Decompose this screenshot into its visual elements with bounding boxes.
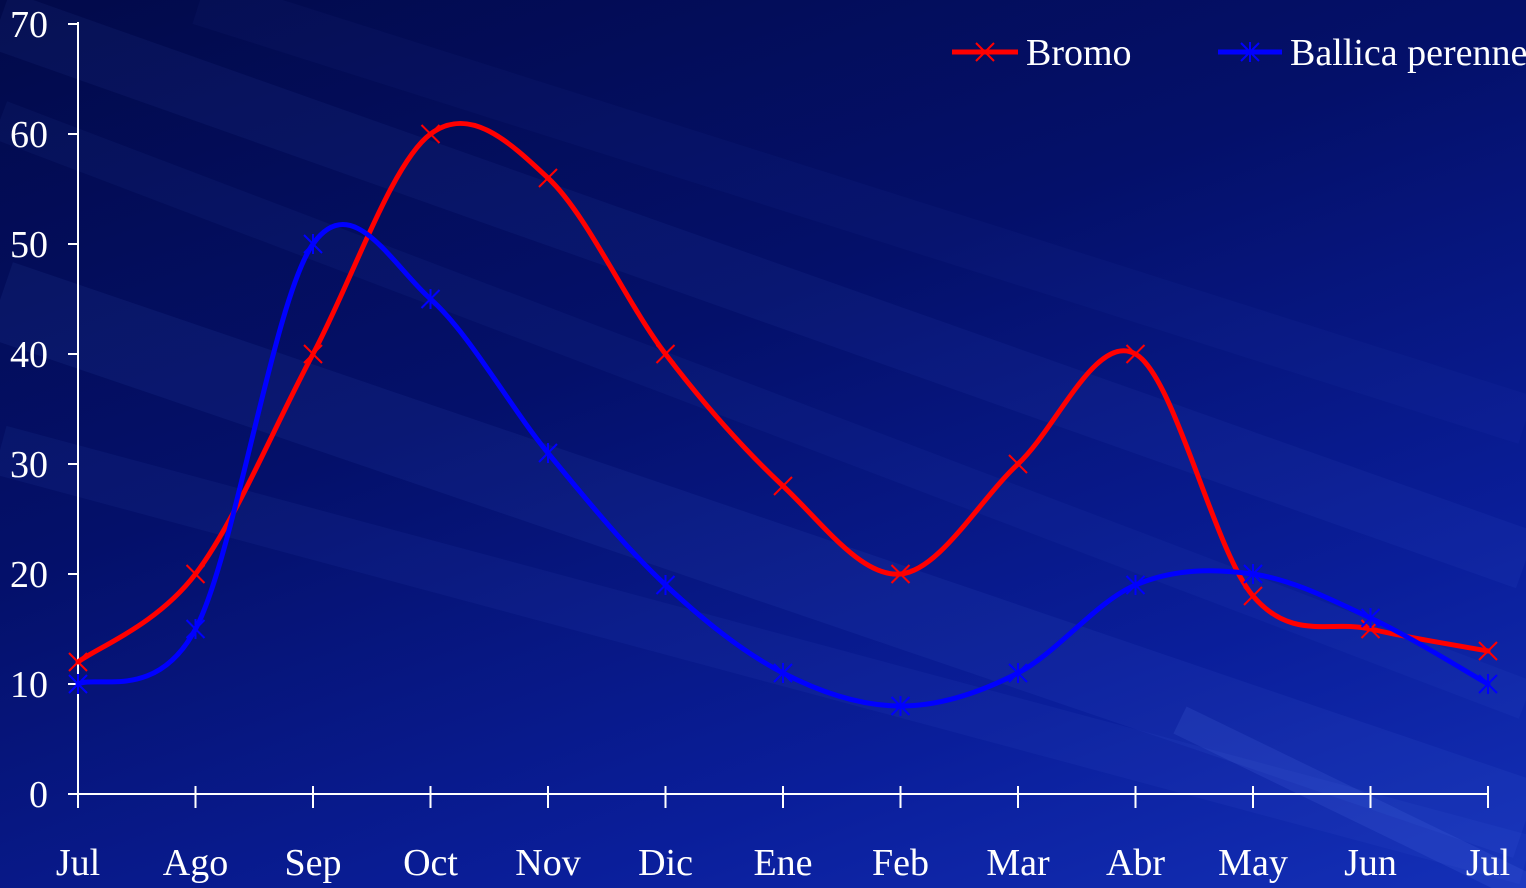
y-tick-label: 40 [10, 334, 48, 376]
background-streak [192, 0, 1526, 444]
data-point-bromo [890, 564, 911, 584]
x-tick-label: Dic [638, 842, 693, 884]
x-tick-label: Feb [872, 842, 929, 884]
y-tick-label: 20 [10, 554, 48, 596]
data-point-bromo [185, 564, 206, 584]
y-tick-label: 30 [10, 444, 48, 486]
data-point-bromo [1478, 641, 1498, 661]
data-point-bromo [773, 476, 793, 496]
y-tick-label: 60 [10, 114, 48, 156]
x-tick-label: Jul [1466, 842, 1510, 884]
x-tick-label: Mar [986, 842, 1050, 884]
y-tick-label: 70 [10, 4, 48, 46]
legend-item-ballica-perenne: Ballica perenne [1218, 32, 1526, 74]
y-tick-label: 50 [10, 224, 48, 266]
data-point-bromo [68, 652, 88, 672]
background-streak [1173, 706, 1526, 888]
legend-label: Bromo [1026, 32, 1132, 74]
x-tick-label: Abr [1106, 842, 1165, 884]
background-streak [0, 0, 1526, 589]
legend: Bromo Ballica perenne [952, 32, 1526, 74]
y-tick-label: 10 [10, 664, 48, 706]
series-bromo [68, 120, 1498, 672]
x-tick-label: Jul [56, 842, 100, 884]
background-streak [0, 101, 1526, 719]
data-point-bromo [420, 124, 441, 144]
x-tick-label: Jun [1344, 842, 1397, 884]
background-streak [0, 425, 1526, 885]
y-tick-label: 0 [29, 774, 48, 816]
data-point-bromo [1243, 586, 1263, 606]
legend-item-bromo: Bromo [952, 32, 1132, 74]
x-tick-label: Sep [285, 842, 342, 884]
axes: 0 10 20 30 40 50 60 70 Jul Ago Sep Oct Nov Dic Ene Feb M… [10, 4, 1510, 884]
legend-label: Ballica perenne [1290, 32, 1526, 74]
series-line-ballica-perenne [75, 222, 1491, 709]
data-point-bromo [538, 168, 558, 188]
legend-marker [975, 42, 995, 62]
series-layer [68, 120, 1498, 716]
x-tick-label: Ene [753, 842, 812, 884]
x-tick-label: Nov [515, 842, 580, 884]
data-point-bromo [303, 344, 323, 364]
x-tick-label: May [1218, 842, 1288, 884]
data-point-bromo [1125, 344, 1146, 364]
x-tick-label: Ago [163, 842, 228, 884]
data-point-bromo [1008, 454, 1028, 474]
background-streak [0, 262, 1526, 858]
series-ballica-perenne [68, 222, 1498, 716]
x-tick-label: Oct [403, 842, 458, 884]
data-point-bromo [655, 344, 676, 364]
